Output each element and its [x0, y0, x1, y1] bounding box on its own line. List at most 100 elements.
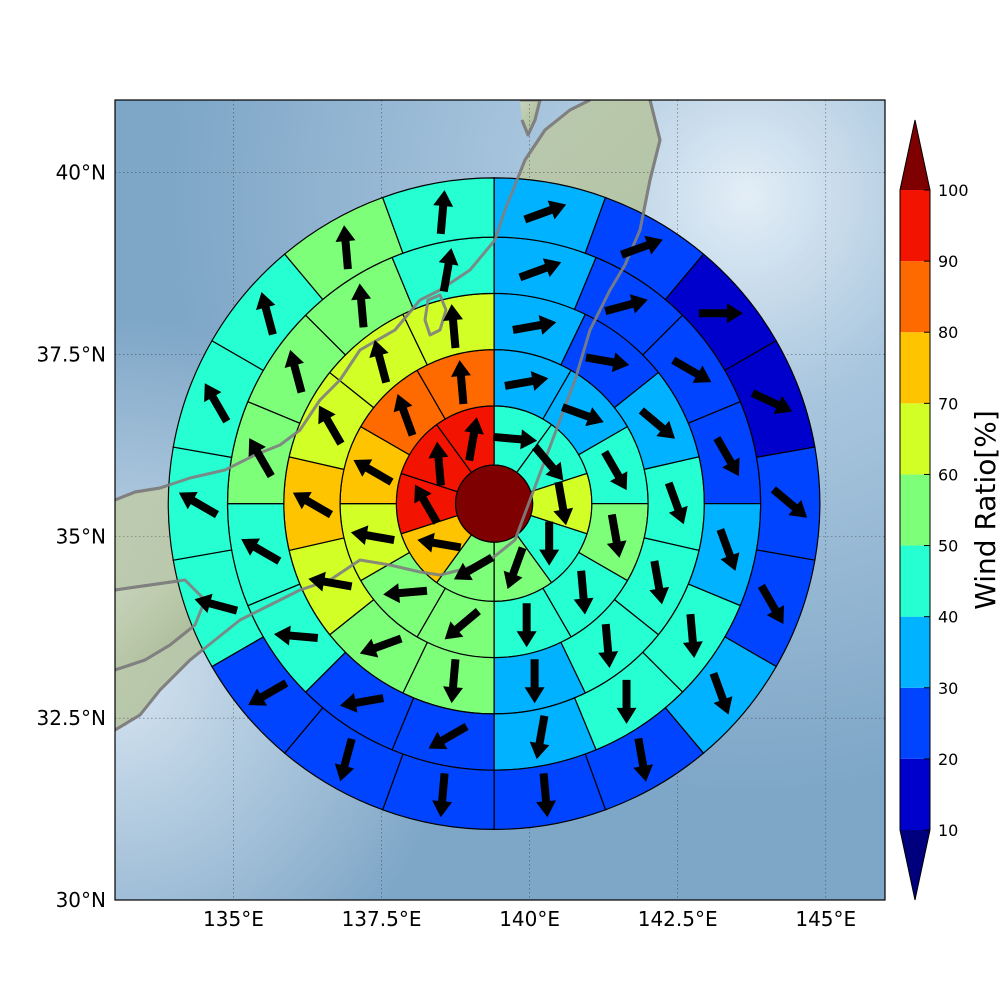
colorbar-tick-label: 70	[938, 394, 958, 413]
x-tick-label: 142.5°E	[638, 907, 718, 931]
wind-arrow	[318, 405, 345, 446]
colorbar-label: Wind Ratio[%]	[969, 410, 1000, 610]
wind-arrow	[284, 349, 306, 394]
x-tick-label: 137.5°E	[342, 907, 422, 931]
wind-arrow	[393, 393, 417, 437]
x-tick-label: 135°E	[203, 907, 264, 931]
colorbar-segment	[900, 474, 930, 546]
colorbar-tick-label: 80	[938, 323, 958, 342]
wind-arrow	[539, 521, 560, 566]
wind-arrow	[308, 571, 353, 592]
wind-arrow	[0, 0, 10, 22]
wind-arrow	[0, 0, 10, 22]
wind-arrow	[536, 773, 556, 818]
wind-arrow	[709, 671, 733, 715]
colorbar-under-triangle	[900, 830, 930, 900]
wind-arrow	[750, 389, 793, 414]
x-tick-labels: 135°E 137.5°E 140°E 142.5°E 145°E	[203, 907, 856, 931]
colorbar: 10 20 30 40 50 60 70 80 90 100	[899, 119, 969, 901]
wind-arrow	[0, 0, 10, 22]
wind-arrow	[682, 613, 703, 659]
colorbar-segment	[900, 687, 930, 759]
wind-arrow-layer	[0, 0, 808, 818]
wind-arrow	[273, 625, 319, 646]
wind-arrow	[248, 679, 289, 706]
wind-arrow	[553, 481, 574, 526]
colorbar-segment	[900, 403, 930, 475]
wind-arrow	[713, 436, 740, 477]
y-tick-labels: 30°N 32.5°N 35°N 37.5°N 40°N	[37, 161, 107, 912]
wind-arrow	[0, 0, 10, 22]
wind-arrow	[606, 513, 627, 558]
wind-arrow	[0, 0, 10, 22]
x-tick-label: 140°E	[499, 907, 560, 931]
wind-arrow	[516, 603, 537, 648]
colorbar-tick-label: 100	[938, 181, 969, 200]
wind-arrow	[369, 339, 391, 384]
wind-arrow	[0, 0, 10, 22]
wind-arrow	[339, 693, 384, 713]
wind-arrow	[359, 634, 403, 658]
wind-arrow	[671, 356, 712, 383]
wind-arrow	[573, 570, 594, 615]
wind-arrow	[598, 623, 619, 668]
wind-arrow	[292, 491, 333, 519]
wind-arrow	[0, 0, 10, 22]
wind-arrow	[616, 679, 637, 724]
wind-arrow	[428, 722, 469, 750]
wind-arrow	[194, 593, 239, 615]
wind-arrow	[444, 608, 481, 640]
wind-arrow	[523, 200, 567, 224]
y-tick-label: 32.5°N	[37, 706, 107, 730]
wind-arrow	[638, 407, 676, 439]
colorbar-tick-label: 10	[938, 821, 958, 840]
y-tick-label: 40°N	[56, 161, 106, 185]
wind-arrow	[438, 248, 459, 293]
land-shikoku	[115, 580, 205, 670]
wind-arrow	[604, 294, 648, 315]
colorbar-segment	[900, 190, 930, 262]
wind-arrow	[178, 491, 219, 519]
wind-arrow	[334, 737, 356, 782]
wind-arrow	[414, 484, 441, 525]
wind-arrow	[453, 553, 495, 581]
map-frame	[114, 99, 886, 901]
y-tick-label: 30°N	[56, 888, 106, 912]
wind-arrow	[248, 438, 275, 479]
y-tick-label: 37.5°N	[37, 343, 107, 367]
wind-arrow	[0, 0, 10, 22]
colorbar-segment	[900, 545, 930, 617]
wind-arrow	[503, 546, 527, 590]
wind-arrow	[585, 352, 630, 373]
center-disc	[454, 464, 534, 543]
wind-arrow	[0, 0, 10, 22]
wind-arrow	[770, 486, 808, 518]
wind-arrow	[0, 0, 10, 22]
wind-arrow	[664, 481, 688, 525]
colorbar-tick-label: 90	[938, 252, 958, 271]
wind-arrow	[0, 0, 10, 22]
wind-arrow	[443, 658, 463, 704]
wind-arrow	[518, 258, 562, 282]
colorbar-over-triangle	[900, 120, 930, 190]
wind-arrow	[0, 0, 10, 22]
wind-arrow	[428, 441, 449, 486]
wind-arrow	[524, 659, 545, 704]
colorbar-tick-label: 60	[938, 465, 958, 484]
colorbar-tick-label: 40	[938, 608, 958, 627]
wind-arrow	[529, 715, 550, 760]
wind-arrow	[649, 560, 670, 605]
x-tick-label: 145°E	[795, 907, 856, 931]
wind-arrow	[633, 737, 654, 782]
wind-arrow	[383, 583, 428, 604]
colorbar-tick-label: 20	[938, 750, 958, 769]
sector-layer	[167, 177, 821, 831]
y-tick-label: 35°N	[56, 524, 106, 548]
wind-arrow	[531, 444, 564, 481]
colorbar-tick-label: 30	[938, 679, 958, 698]
colorbar-segment	[900, 332, 930, 404]
wind-arrow	[351, 283, 372, 328]
wind-arrow	[757, 583, 785, 624]
wind-arrow	[432, 773, 453, 818]
